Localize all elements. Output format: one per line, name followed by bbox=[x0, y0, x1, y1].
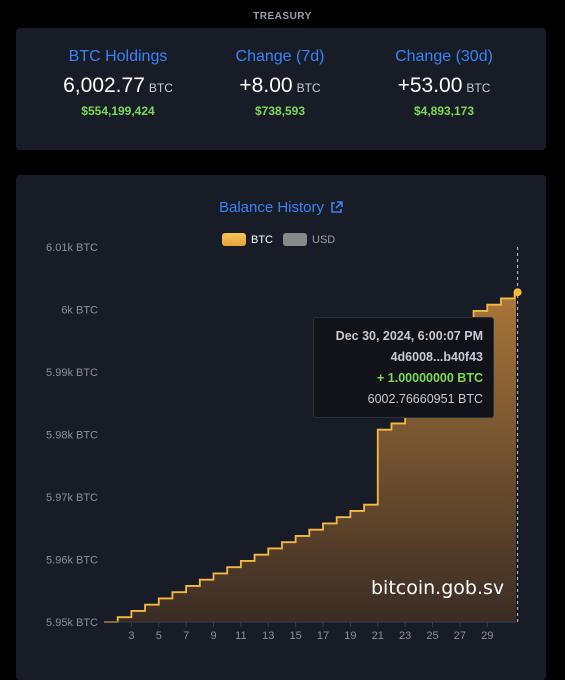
y-tick-label: 5.95k BTC bbox=[46, 617, 98, 629]
stat-value: +8.00 bbox=[239, 74, 293, 97]
y-tick-label: 6.01k BTC bbox=[46, 242, 98, 254]
stat-usd: $738,593 bbox=[254, 104, 306, 118]
y-tick-label: 5.97k BTC bbox=[46, 492, 98, 504]
hover-point bbox=[513, 288, 522, 297]
y-tick-label: 5.99k BTC bbox=[46, 367, 98, 379]
x-tick-label: 17 bbox=[317, 630, 329, 642]
stat-change-7d: Change (7d) +8.00 BTC $738,593 bbox=[192, 48, 368, 118]
x-tick-label: 23 bbox=[399, 630, 411, 642]
watermark: bitcoin.gob.sv bbox=[371, 577, 505, 599]
stat-label: BTC Holdings bbox=[68, 48, 168, 65]
x-tick-label: 25 bbox=[426, 630, 438, 642]
stat-unit: BTC bbox=[466, 81, 491, 95]
area-fill bbox=[104, 292, 516, 622]
stat-label: Change (7d) bbox=[235, 48, 325, 65]
chart-title[interactable]: Balance History bbox=[16, 199, 546, 216]
chart-tooltip: Dec 30, 2024, 6:00:07 PM 4d6008...b40f43… bbox=[313, 317, 494, 418]
chart-legend: BTC USD bbox=[222, 233, 345, 246]
x-tick-label: 3 bbox=[128, 630, 134, 642]
stat-value: +53.00 bbox=[397, 74, 463, 97]
stat-value: 6,002.77 bbox=[63, 74, 145, 97]
legend-label: USD bbox=[312, 233, 336, 246]
stats-card: BTC Holdings 6,002.77 BTC $554,199,424 Ch… bbox=[16, 28, 546, 150]
stat-usd: $554,199,424 bbox=[81, 104, 155, 118]
x-tick-label: 27 bbox=[454, 630, 466, 642]
x-tick-label: 9 bbox=[210, 630, 216, 642]
legend-label: BTC bbox=[251, 233, 273, 246]
y-tick-label: 6k BTC bbox=[61, 305, 98, 317]
y-tick-label: 5.98k BTC bbox=[46, 430, 98, 442]
x-tick-label: 19 bbox=[344, 630, 356, 642]
tooltip-tx-id: 4d6008...b40f43 bbox=[390, 350, 483, 364]
chart-card: Balance History BTC USD 5.95k BTC 5.96k B… bbox=[16, 175, 546, 680]
external-link-icon[interactable] bbox=[330, 201, 343, 214]
legend-swatch-btc bbox=[222, 233, 246, 246]
tooltip-balance: 6002.76660951 BTC bbox=[367, 392, 483, 406]
x-tick-label: 29 bbox=[481, 630, 493, 642]
chart-title-text[interactable]: Balance History bbox=[218, 199, 325, 216]
x-tick-label: 11 bbox=[235, 630, 246, 642]
x-tick-label: 5 bbox=[156, 630, 162, 642]
x-tick-label: 15 bbox=[290, 630, 302, 642]
stat-holdings: BTC Holdings 6,002.77 BTC $554,199,424 bbox=[30, 48, 206, 118]
stat-usd: $4,893,173 bbox=[413, 104, 475, 118]
stat-unit: BTC bbox=[296, 81, 321, 95]
y-tick-label: 5.96k BTC bbox=[46, 555, 98, 567]
stat-change-30d: Change (30d) +53.00 BTC $4,893,173 bbox=[356, 48, 532, 118]
balance-chart[interactable]: 5.95k BTC 5.96k BTC 5.97k BTC 5.98k BTC 5.99… bbox=[16, 175, 546, 680]
tooltip-date: Dec 30, 2024, 6:00:07 PM bbox=[335, 329, 483, 343]
legend-item-btc[interactable]: BTC bbox=[222, 233, 273, 246]
legend-item-usd[interactable]: USD bbox=[283, 233, 335, 246]
stat-label: Change (30d) bbox=[395, 48, 493, 65]
tooltip-delta: + 1.00000000 BTC bbox=[377, 371, 483, 385]
x-tick-label: 13 bbox=[262, 630, 274, 642]
x-tick-label: 7 bbox=[183, 630, 189, 642]
legend-swatch-usd bbox=[283, 233, 307, 246]
section-title: TREASURY bbox=[253, 11, 312, 22]
stat-unit: BTC bbox=[148, 81, 173, 95]
x-tick-label: 21 bbox=[372, 630, 384, 642]
